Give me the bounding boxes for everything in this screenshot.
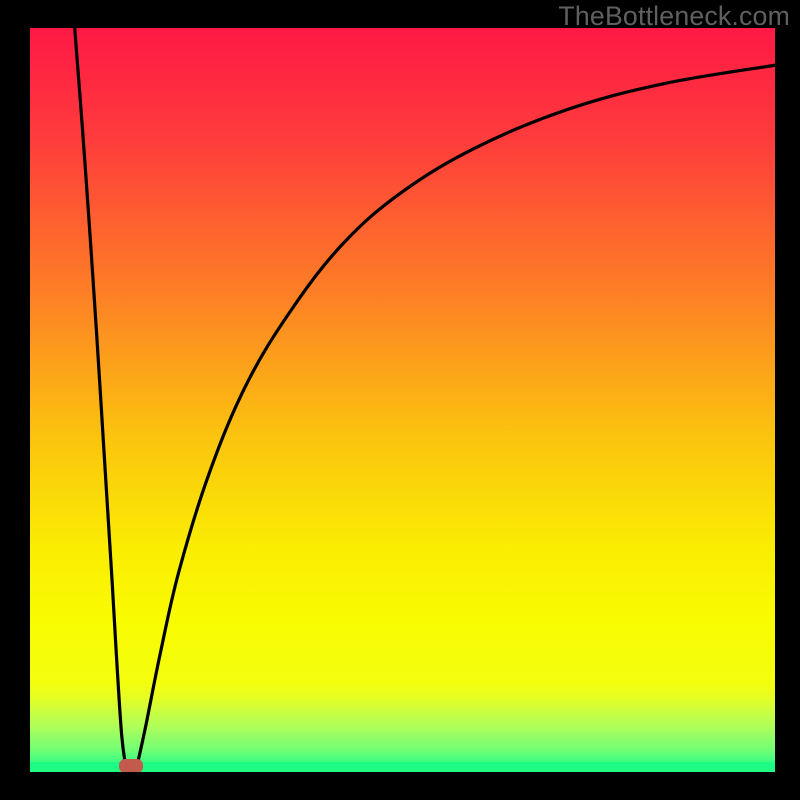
optimum-marker — [119, 759, 143, 772]
bottleneck-chart — [30, 28, 775, 772]
curve-right-branch — [137, 65, 775, 764]
bottleneck-curve — [30, 28, 775, 772]
watermark-text: TheBottleneck.com — [558, 1, 790, 32]
curve-left-branch — [75, 28, 126, 765]
